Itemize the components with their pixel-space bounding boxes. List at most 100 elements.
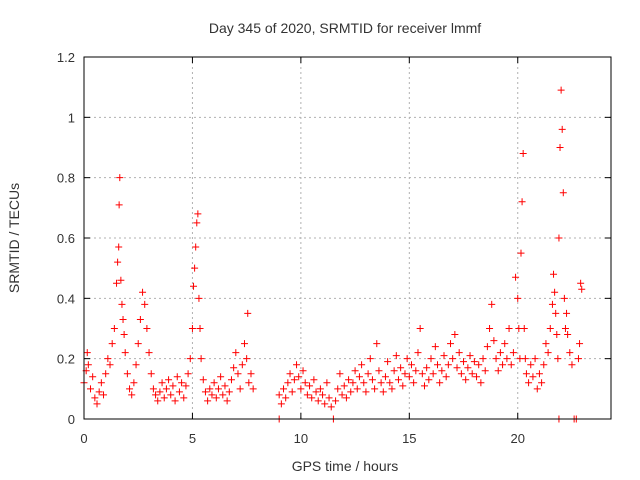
data-point xyxy=(423,364,431,372)
data-point xyxy=(192,243,200,251)
data-point xyxy=(574,355,582,363)
data-point xyxy=(379,388,387,396)
data-point xyxy=(451,331,459,339)
data-point xyxy=(362,388,370,396)
data-point xyxy=(403,355,411,363)
data-point xyxy=(507,361,515,369)
data-point xyxy=(345,376,353,384)
data-point xyxy=(197,355,205,363)
data-point xyxy=(473,373,481,381)
data-point xyxy=(126,385,134,393)
data-point xyxy=(576,340,584,348)
chart-title: Day 345 of 2020, SRMTID for receiver lmm… xyxy=(209,20,481,36)
data-point xyxy=(299,367,307,375)
data-point xyxy=(115,243,123,251)
data-point xyxy=(314,397,322,405)
data-point xyxy=(563,309,571,317)
data-point xyxy=(556,144,564,151)
data-point xyxy=(193,219,201,227)
data-point xyxy=(434,361,442,369)
data-point xyxy=(494,367,502,375)
data-point xyxy=(392,352,400,360)
data-point xyxy=(407,361,415,369)
data-point xyxy=(568,361,576,369)
data-point xyxy=(221,382,229,390)
data-point xyxy=(371,385,379,393)
data-point xyxy=(102,370,110,378)
data-point xyxy=(548,300,556,308)
data-point xyxy=(496,349,504,357)
data-point xyxy=(429,370,437,378)
data-point xyxy=(188,325,196,332)
data-point xyxy=(455,349,463,357)
data-point xyxy=(561,325,569,332)
data-point xyxy=(505,325,513,332)
data-point xyxy=(84,361,92,369)
x-axis-label: GPS time / hours xyxy=(292,458,399,474)
data-point xyxy=(147,370,155,378)
data-point xyxy=(499,361,507,369)
data-point xyxy=(106,361,114,369)
data-point xyxy=(108,340,116,348)
data-point xyxy=(551,288,559,296)
data-point xyxy=(386,379,394,387)
data-point xyxy=(366,355,374,363)
data-point xyxy=(236,385,244,393)
data-point xyxy=(431,343,439,351)
data-point xyxy=(349,379,357,387)
data-point xyxy=(566,349,574,357)
data-point xyxy=(544,349,552,357)
y-tick-label: 1.2 xyxy=(57,50,75,65)
data-point xyxy=(492,355,500,363)
data-point xyxy=(390,367,398,375)
data-point xyxy=(525,379,533,387)
y-axis-label: SRMTID / TECUs xyxy=(6,183,22,293)
data-point xyxy=(152,391,160,399)
data-point xyxy=(180,394,188,402)
data-point xyxy=(199,376,207,384)
data-point xyxy=(217,373,225,381)
data-point xyxy=(514,294,522,302)
data-point xyxy=(308,394,316,402)
data-point xyxy=(323,379,331,387)
data-point xyxy=(447,340,455,348)
data-point xyxy=(139,288,147,296)
data-point xyxy=(290,376,298,384)
data-point xyxy=(340,382,348,390)
data-point xyxy=(427,355,435,363)
data-point xyxy=(247,370,255,378)
data-point xyxy=(475,361,483,369)
data-point xyxy=(486,325,494,332)
data-point xyxy=(240,340,248,348)
data-point xyxy=(134,340,142,348)
data-point xyxy=(420,382,428,390)
data-point xyxy=(114,258,122,266)
data-point xyxy=(342,394,350,402)
data-point xyxy=(332,397,340,405)
data-point xyxy=(501,340,509,348)
data-point xyxy=(245,379,253,387)
data-point xyxy=(190,282,198,290)
data-point xyxy=(244,309,252,317)
data-point xyxy=(540,361,548,369)
data-point xyxy=(555,234,563,242)
data-point xyxy=(509,349,517,357)
data-point xyxy=(490,337,498,345)
data-point xyxy=(488,300,496,308)
x-tick-label: 20 xyxy=(511,431,525,446)
data-point xyxy=(186,355,194,363)
data-point xyxy=(368,376,376,384)
y-tick-label: 1 xyxy=(68,110,75,125)
data-point xyxy=(520,325,528,332)
data-point xyxy=(312,388,320,396)
data-point xyxy=(210,379,218,387)
data-point xyxy=(397,364,405,372)
data-point xyxy=(464,364,472,372)
data-point xyxy=(154,397,162,405)
data-point xyxy=(559,189,567,197)
data-point xyxy=(410,379,418,387)
x-tick-label: 5 xyxy=(189,431,196,446)
data-point xyxy=(550,270,558,278)
data-point xyxy=(521,355,529,363)
